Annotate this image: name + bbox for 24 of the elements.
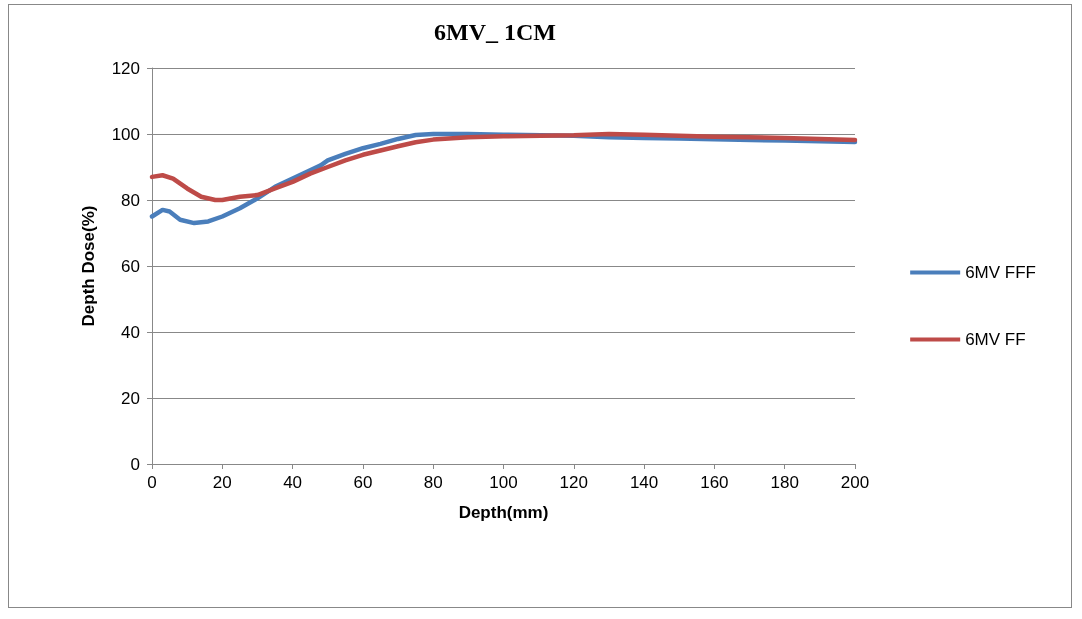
y-tick-label: 0: [130, 454, 140, 474]
x-tick-label: 60: [353, 473, 373, 492]
y-tick-label: 40: [121, 322, 140, 342]
y-tick-label: 60: [121, 256, 140, 276]
x-tick-label: 0: [147, 473, 157, 492]
legend-label: 6MV FFF: [965, 263, 1037, 282]
x-axis-title: Depth(mm): [458, 503, 549, 522]
x-tick-label: 40: [283, 473, 303, 492]
x-tick-label: 140: [629, 473, 659, 492]
x-tick-label: 160: [700, 473, 729, 492]
y-tick-label: 120: [111, 58, 140, 78]
x-tick-label: 100: [489, 473, 518, 492]
chart-title: 6MV_ 1CM: [434, 19, 556, 45]
x-tick-label: 80: [423, 473, 443, 492]
line-series: [149, 131, 858, 203]
y-axis-title: Depth Dose(%): [79, 205, 98, 327]
y-tick-label: 80: [121, 190, 140, 210]
y-tick-label: 100: [111, 124, 140, 144]
legend-label: 6MV FF: [965, 330, 1026, 349]
x-tick-label: 180: [770, 473, 799, 492]
x-tick-label: 20: [212, 473, 232, 492]
x-tick-label: 200: [840, 473, 870, 492]
x-tick-label: 120: [559, 473, 588, 492]
y-tick-label: 20: [121, 388, 140, 408]
